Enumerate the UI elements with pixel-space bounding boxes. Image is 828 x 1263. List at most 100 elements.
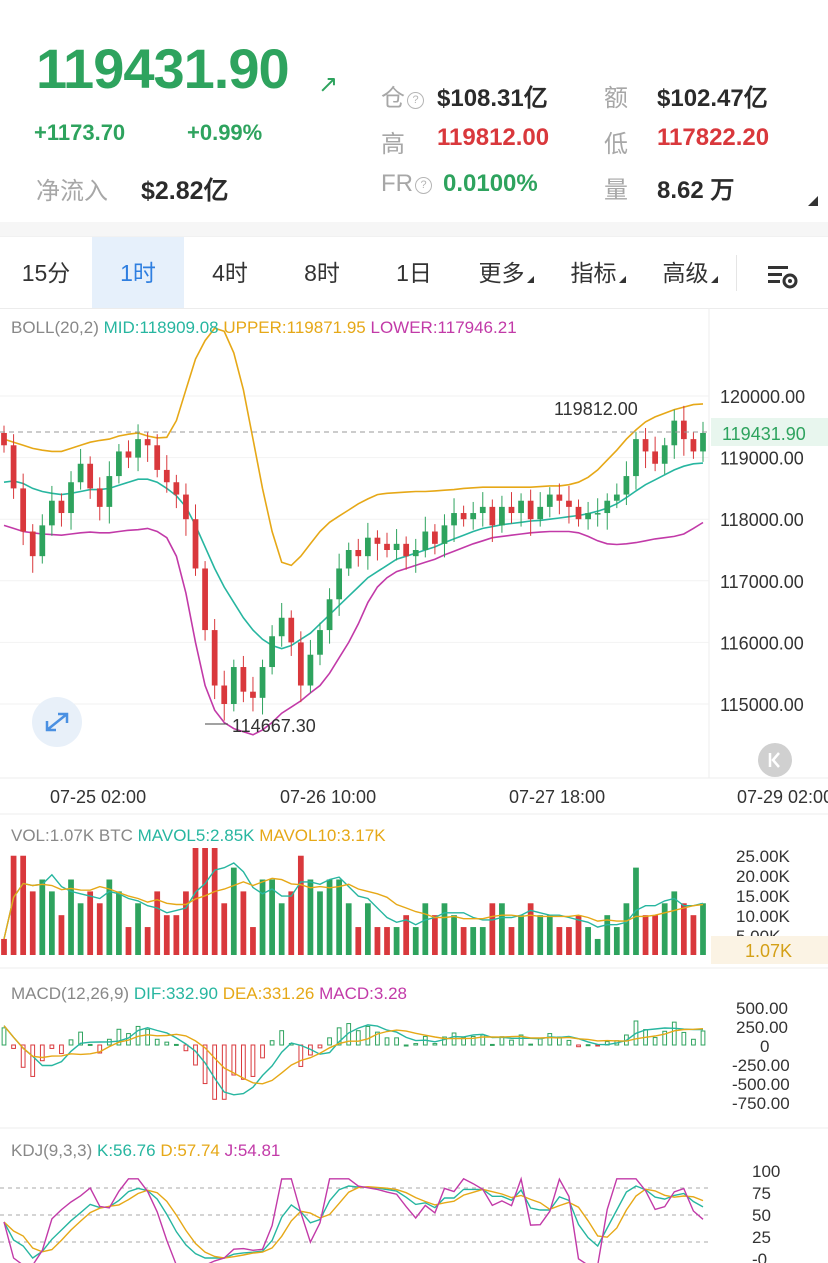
tab-8h[interactable]: 8时 <box>304 260 340 286</box>
macd-bar <box>298 1044 304 1067</box>
macd-bar <box>59 1044 64 1055</box>
macd-bar <box>509 1039 514 1046</box>
macd-bar <box>241 1044 246 1080</box>
x-label-1: 07-25 02:00 <box>50 787 146 807</box>
candle-body <box>77 463 84 483</box>
volume-bar <box>77 903 84 955</box>
x-label-3: 07-27 18:00 <box>509 787 605 807</box>
macd-bar <box>87 1043 93 1046</box>
volume-label: 量 <box>604 177 628 204</box>
volume-bar <box>58 915 65 955</box>
candle-body <box>518 500 524 514</box>
low-value: 117822.20 <box>657 124 770 151</box>
volume-bar <box>661 903 668 955</box>
volume-bar <box>355 927 362 955</box>
volume-bar <box>326 879 333 955</box>
back-to-latest-icon[interactable] <box>758 743 792 777</box>
macd-bar <box>442 1036 447 1046</box>
volume-bar <box>527 903 534 955</box>
vol-current-tag: 1.07K <box>745 941 792 961</box>
macd-bar <box>78 1031 83 1046</box>
macd-bar <box>11 1044 16 1049</box>
macd-bar <box>97 1044 103 1054</box>
macd-bar <box>116 1028 122 1046</box>
kdj-axis-label: 50 <box>752 1206 771 1225</box>
tab-1d[interactable]: 1日 <box>396 260 432 286</box>
candle-body <box>106 476 113 507</box>
mavol5-line <box>3 862 704 940</box>
kdj-axis-label: 25 <box>752 1228 771 1247</box>
candle-body <box>460 513 467 520</box>
volume-value: 8.62 万 <box>657 177 735 204</box>
candle-body <box>432 531 438 544</box>
volume-bar <box>460 927 467 955</box>
volume-bar <box>202 848 208 955</box>
volume-bar <box>96 903 103 955</box>
volume-bar <box>422 903 429 955</box>
macd-bar <box>671 1021 677 1046</box>
candle-body <box>135 439 141 458</box>
candle-body <box>49 500 55 526</box>
volume-bar <box>680 903 687 955</box>
volume-bar <box>479 927 486 955</box>
candle-body <box>250 691 256 698</box>
j-line <box>3 1176 704 1263</box>
vol-axis-label: 20.00K <box>736 867 791 886</box>
volume-bar <box>221 903 228 955</box>
tab-15m[interactable]: 15分 <box>21 260 71 286</box>
candle-body <box>259 667 266 698</box>
kdj-axis-label: 100 <box>752 1162 780 1181</box>
tab-4h[interactable]: 4时 <box>212 260 248 286</box>
price-change: +1173.70 <box>34 120 126 145</box>
volume-bar <box>652 915 658 955</box>
candle-body <box>68 482 74 514</box>
candle-body <box>642 439 649 452</box>
tab-more[interactable]: 更多 <box>460 237 552 309</box>
tab-indicators[interactable]: 指标 <box>552 237 644 309</box>
expand-icon[interactable] <box>32 697 82 747</box>
candle-body <box>29 531 36 557</box>
volume-bar <box>87 891 94 955</box>
candle-body <box>336 568 343 600</box>
vol-axis-label: 10.00K <box>736 907 791 926</box>
volume-bar <box>211 848 218 955</box>
max-price-label: 119812.00 <box>554 399 638 419</box>
candle-body <box>613 494 620 501</box>
candle-body <box>10 445 17 489</box>
candle-body <box>403 543 410 557</box>
candle-body <box>527 500 534 520</box>
volume-bar <box>690 915 697 955</box>
candle-body <box>297 642 304 686</box>
candle-body <box>546 494 553 507</box>
mavol10-line <box>3 877 704 940</box>
d-line <box>3 1185 704 1259</box>
boll-lower-line <box>3 521 704 736</box>
volume-bar <box>230 867 237 955</box>
candle-body <box>1 432 7 446</box>
candle-body <box>441 525 448 544</box>
volume-bar <box>269 879 275 955</box>
macd-bar <box>39 1044 45 1062</box>
k-line <box>3 1185 704 1259</box>
tab-advanced[interactable]: 高级 <box>644 237 736 309</box>
candle-body <box>508 506 515 514</box>
net-inflow-label: 净流入 <box>36 178 108 205</box>
macd-bar <box>470 1035 476 1046</box>
tab-1h[interactable]: 1时 <box>92 237 184 309</box>
macd-bar <box>49 1044 55 1049</box>
candle-body <box>556 494 563 501</box>
chart-settings-icon[interactable] <box>748 237 818 309</box>
candle-body <box>154 445 161 470</box>
volume-bar <box>470 927 477 955</box>
price-axis-label: 115000.00 <box>720 695 804 715</box>
candle-body <box>633 439 639 477</box>
help-icon[interactable]: ? <box>407 92 424 109</box>
macd-bar <box>193 1044 198 1066</box>
fr-label: FR? <box>381 170 434 198</box>
expand-corner-icon[interactable] <box>808 196 818 206</box>
oi-label: 仓? <box>381 78 426 113</box>
candle-body <box>585 513 591 520</box>
macd-bar <box>212 1044 218 1100</box>
help-icon[interactable]: ? <box>415 177 432 194</box>
